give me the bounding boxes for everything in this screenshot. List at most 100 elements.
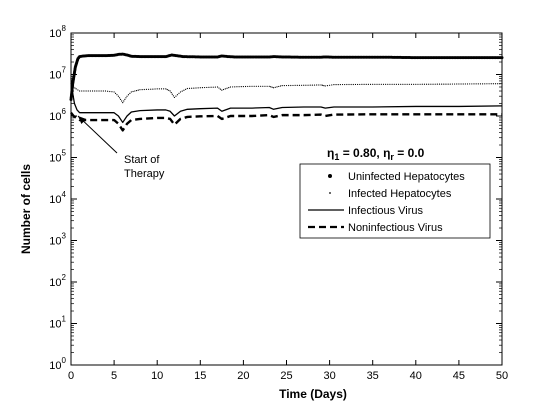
series-point — [352, 83, 354, 86]
series-point — [479, 83, 482, 85]
series-point — [111, 91, 113, 93]
series-line — [70, 78, 503, 124]
series-point — [410, 83, 413, 85]
series-point — [168, 89, 170, 91]
series-point — [484, 83, 486, 85]
series-point — [337, 84, 339, 86]
series-point — [326, 85, 329, 87]
series-point — [91, 90, 94, 92]
series-point — [228, 87, 230, 89]
x-axis-title: Time (Days) — [279, 387, 347, 401]
series-point — [104, 90, 107, 92]
series-point — [195, 87, 197, 89]
x-tick-label: 30 — [323, 370, 335, 382]
series-point — [143, 88, 145, 91]
annotation-line-2: Therapy — [124, 168, 165, 180]
series-point — [354, 83, 357, 86]
series-point — [175, 95, 177, 97]
series-point — [415, 83, 417, 85]
series-point — [341, 83, 344, 86]
annotation-arrow — [77, 115, 118, 154]
series-point — [132, 90, 134, 93]
series-point — [219, 88, 222, 90]
series-point — [359, 83, 361, 86]
series-point — [123, 100, 125, 102]
y-tick-label: 100 — [49, 356, 66, 372]
series-point — [408, 83, 410, 85]
series-point — [382, 83, 385, 85]
series-point — [114, 92, 117, 94]
series-point — [229, 86, 232, 88]
series-point — [83, 90, 85, 92]
series-point — [186, 87, 188, 90]
series-point — [121, 100, 123, 102]
series-point — [350, 83, 352, 86]
series-point — [357, 83, 359, 86]
series-point — [456, 83, 458, 85]
series-point — [169, 90, 171, 92]
etar-value: = 0.0 — [394, 146, 425, 160]
series-point — [181, 90, 183, 92]
series-point — [129, 92, 131, 94]
series-point — [98, 90, 100, 92]
series-point — [77, 89, 79, 91]
axes — [70, 32, 503, 366]
series-point — [85, 90, 87, 92]
series-point — [374, 83, 376, 85]
series-point — [438, 83, 441, 85]
series-point — [486, 83, 488, 85]
series-point — [488, 83, 490, 85]
series-point — [346, 83, 348, 86]
series-point — [172, 95, 174, 97]
legend-label-infected: Infected Hepatocytes — [348, 188, 452, 200]
series-point — [208, 86, 210, 88]
series-point — [94, 90, 96, 92]
series-point — [272, 87, 275, 89]
series-point — [323, 85, 325, 87]
series-point — [389, 83, 391, 85]
series-point — [471, 83, 473, 85]
series-point — [210, 86, 212, 88]
y-tick-label: 102 — [49, 273, 66, 289]
series-point — [278, 85, 280, 88]
series-point — [244, 85, 247, 88]
x-tick-label: 10 — [151, 370, 163, 382]
series-point — [147, 88, 150, 90]
series-point — [494, 83, 497, 85]
series-point — [372, 83, 374, 85]
series-point — [391, 83, 393, 85]
series-point — [212, 86, 214, 88]
x-tick-label: 45 — [453, 370, 465, 382]
series-point — [475, 83, 477, 85]
legend: Uninfected Hepatocytes Infected Hepatocy… — [299, 163, 491, 239]
x-tick-label: 20 — [237, 370, 249, 382]
series-point — [482, 83, 484, 85]
series-point — [81, 90, 83, 92]
series-point — [462, 83, 464, 85]
series-point — [160, 88, 163, 90]
series-infected-hepatocytes — [70, 83, 503, 104]
series-point — [89, 90, 91, 92]
x-tick-label: 15 — [194, 370, 206, 382]
series-point — [74, 87, 76, 89]
series-point — [204, 86, 206, 89]
series-point — [226, 87, 228, 89]
series-point — [321, 84, 324, 86]
y-axis-title: Number of cells — [19, 164, 33, 254]
series-point — [266, 85, 268, 87]
series-point — [425, 83, 428, 85]
series-point — [300, 84, 303, 86]
series-point — [320, 84, 322, 86]
legend-label-noninfectious: Noninfectious Virus — [348, 222, 443, 234]
series-point — [313, 84, 316, 86]
series-point — [206, 86, 208, 89]
series-point — [279, 85, 282, 87]
series-point — [331, 84, 333, 86]
series-point — [406, 83, 408, 85]
series-point — [126, 95, 128, 97]
series-point — [305, 84, 307, 86]
series-point — [116, 94, 118, 96]
series-point — [311, 84, 313, 86]
series-point — [118, 97, 121, 99]
series-point — [201, 87, 204, 89]
